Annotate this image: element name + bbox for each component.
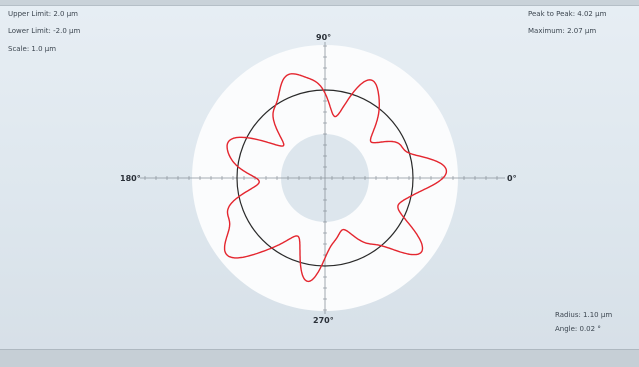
maximum-text: Maximum: 2.07 μm	[528, 27, 597, 35]
peak-to-peak-text: Peak to Peak: 4.02 μm	[528, 10, 607, 18]
angle-label-180: 180°	[120, 174, 141, 183]
angle-label-270: 270°	[313, 316, 334, 325]
upper-limit-text: Upper Limit: 2.0 μm	[8, 10, 78, 18]
scale-text: Scale: 1.0 μm	[8, 45, 57, 53]
angle-label-0: 0°	[507, 174, 517, 183]
angle-label-90: 90°	[316, 33, 332, 42]
roundness-trace	[223, 73, 448, 283]
status-bar	[0, 349, 639, 367]
angle-readout: Angle: 0.02 °	[555, 325, 601, 333]
top-toolbar	[0, 0, 639, 6]
reference-circle	[236, 89, 414, 267]
radius-readout: Radius: 1.10 μm	[555, 311, 613, 319]
lower-limit-text: Lower Limit: -2.0 μm	[8, 27, 81, 35]
